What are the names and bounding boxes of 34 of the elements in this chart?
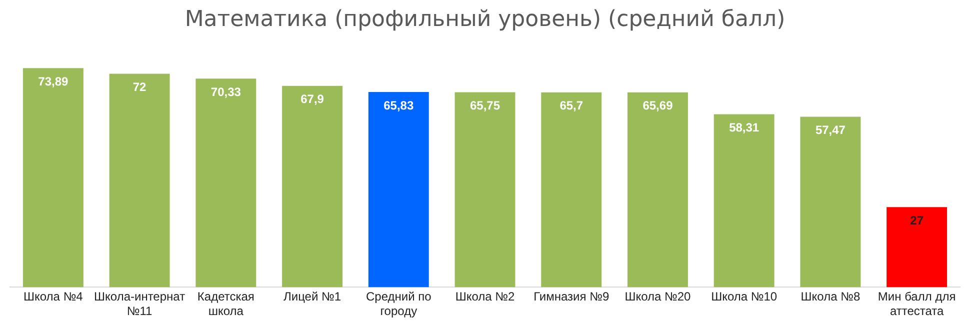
bar (454, 92, 516, 288)
x-tick-label: Гимназия №9 (534, 290, 610, 304)
x-tick-label: Кадетская школа (197, 290, 254, 318)
bar (714, 114, 774, 288)
x-tick-label: Средний по городу (366, 290, 432, 318)
data-label: 70,33 (210, 84, 242, 99)
x-tick-label: Школа №4 (24, 290, 84, 304)
bar (800, 116, 861, 288)
bar (368, 92, 429, 288)
x-tick-label: Школа №10 (711, 290, 778, 304)
data-label: 67,9 (300, 92, 324, 106)
data-label: 73,89 (38, 74, 69, 88)
bar (196, 78, 256, 288)
x-tick-label: Школа-интернат №11 (94, 290, 186, 318)
x-tick-label: Школа №8 (800, 290, 860, 304)
data-label: 65,69 (642, 98, 674, 113)
data-label: 65,75 (470, 98, 500, 113)
bar (282, 86, 342, 288)
bar (628, 92, 688, 288)
bar (886, 207, 948, 288)
data-label: 65,83 (384, 98, 414, 112)
data-label: 58,31 (729, 120, 760, 135)
data-label: 57,47 (815, 123, 846, 138)
data-label: 65,7 (560, 98, 584, 113)
chart-title: Математика (профильный уровень) (средний балл) (184, 6, 786, 34)
data-label: 27 (910, 213, 924, 228)
bar (541, 92, 602, 288)
bar (22, 68, 84, 288)
x-tick-label: Лицей №1 (283, 290, 342, 304)
x-tick-label: Мин балл для аттестата (878, 290, 956, 318)
bar (109, 74, 170, 288)
x-tick-label: Школа №20 (624, 290, 692, 304)
x-tick-label: Школа №2 (455, 290, 515, 304)
data-label: 72 (132, 80, 147, 94)
